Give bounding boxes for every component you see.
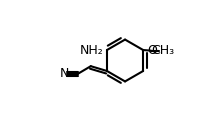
Text: NH₂: NH₂ <box>80 44 104 57</box>
Text: CH₃: CH₃ <box>152 44 175 57</box>
Text: O: O <box>147 44 157 57</box>
Text: N: N <box>60 67 69 80</box>
